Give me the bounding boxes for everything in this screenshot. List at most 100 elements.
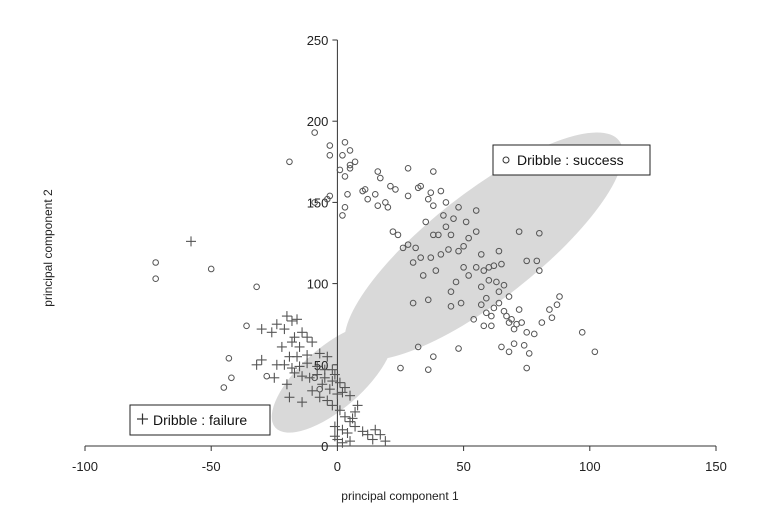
success-point [452,278,460,286]
y-tick-label: 250 [307,33,329,48]
success-point [447,231,455,239]
success-point [207,265,215,273]
success-point [263,372,271,380]
success-point [498,260,505,268]
success-point [515,306,523,313]
x-tick-label: 100 [579,459,601,474]
success-point [371,190,379,198]
success-point [311,199,318,206]
failure-point [314,392,325,403]
failure-point [347,413,358,424]
failure-point [292,314,303,325]
success-point [346,161,354,169]
success-point [523,329,531,336]
failure-point [317,379,328,390]
failure-point [289,367,300,378]
success-point [437,187,445,195]
success-point [326,152,334,159]
success-point [243,322,250,330]
success-point [339,212,346,219]
success-point [488,322,495,330]
x-tick-label: 0 [334,459,341,474]
failure-point [281,379,292,390]
failure-point [286,363,297,374]
success-point [361,186,369,193]
success-point [485,277,493,284]
failure-point [322,395,333,406]
success-point [538,319,546,326]
legend-failure: Dribble : failure [129,404,271,436]
success-point [341,139,349,146]
success-point [387,182,394,190]
failure-point [339,411,350,422]
success-point [152,259,159,266]
success-point [326,192,334,200]
success-point [404,192,412,200]
success-point [480,322,488,330]
success-point [503,312,510,320]
failure-point [284,392,295,403]
success-point [392,186,399,193]
y-tick-label: 0 [321,439,328,454]
success-point [364,195,371,203]
failure-point [302,358,313,369]
failure-point [370,424,381,435]
failure-point [297,327,308,338]
failure-point [314,348,325,359]
failure-point [329,369,340,380]
success-point [417,182,424,190]
failure-point [276,341,287,352]
success-point [472,264,480,271]
success-point [530,330,538,338]
failure-point [286,337,297,348]
success-point [450,215,457,222]
success-point [430,202,437,209]
failure-point [292,351,303,362]
success-point [377,174,384,182]
success-point [556,293,563,300]
failure-point [186,236,197,247]
success-point [442,199,450,206]
failure-point [334,377,345,388]
success-point [389,228,397,235]
success-point [523,257,531,265]
success-point [427,254,435,261]
success-point [480,267,488,274]
success-point [500,281,508,289]
failure-point [380,436,391,447]
success-point [455,345,462,352]
success-point [508,316,515,323]
success-point [495,247,503,255]
success-point [228,374,235,382]
success-point [553,301,561,309]
success-point [220,384,228,391]
success-point [455,203,462,211]
success-point [470,316,477,323]
success-point [465,234,472,242]
legend-failure-marker [137,413,148,425]
failure-point [281,311,292,322]
success-point [533,257,541,265]
success-point [536,229,543,237]
failure-point [319,372,330,383]
success-point [409,299,417,307]
success-point [488,312,495,320]
legend-success: Dribble : success [492,144,651,176]
success-point [422,218,430,226]
success-point [591,348,599,356]
axes [85,40,716,447]
failure-point [345,436,356,447]
failure-point [350,406,361,417]
success-point [424,195,432,203]
failure-point [342,428,353,439]
success-point [427,189,435,196]
success-point [417,254,424,261]
success-point [460,242,467,250]
success-point [432,267,440,274]
failure-point [266,327,277,338]
failure-point [256,324,267,335]
success-point [326,142,334,149]
success-point [374,168,382,175]
success-point [346,164,354,172]
failure-point [327,400,338,411]
